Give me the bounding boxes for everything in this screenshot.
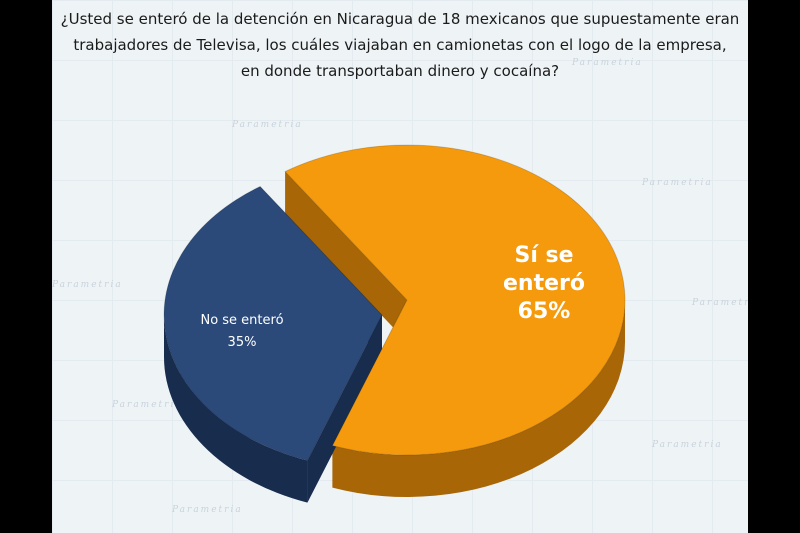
slice-label-line: 35% [228,335,257,350]
title-line: en donde transportaban dinero y cocaína? [240,62,560,80]
slice-label: No se enteró 35% [200,313,283,350]
slice-label-line: Sí se [514,243,573,268]
pie-slice-edge [307,315,382,503]
watermark: Parametria [572,58,643,68]
pie-slice [163,185,383,462]
title-line: trabajadores de Televisa, los cuáles via… [73,36,727,54]
watermark: Parametria [172,505,243,515]
watermark: Parametria [692,298,748,308]
slice-label-line: No se enteró [200,313,283,328]
watermark: Parametria [52,280,123,290]
watermark: Parametria [112,400,183,410]
pie-slice-wall [332,300,625,497]
pie-slice [284,144,626,456]
slice-label-line: enteró [503,271,585,296]
pie-chart: Sí se enteró 65% No se enteró 35% [163,144,626,503]
slice-label-line: 65% [518,299,571,324]
slice-label: Sí se enteró 65% [503,243,585,324]
pie-slice-wall [164,315,308,503]
watermark: Parametria [642,178,713,188]
title-line: ¿Usted se enteró de la detención en Nica… [60,10,740,28]
chart-title: ¿Usted se enteró de la detención en Nica… [52,6,748,84]
watermark: Parametria [652,440,723,450]
watermark: Parametria [232,120,303,130]
chart-canvas: Parametria Parametria Parametria Paramet… [52,0,748,533]
pie-slice-edge [285,171,407,342]
